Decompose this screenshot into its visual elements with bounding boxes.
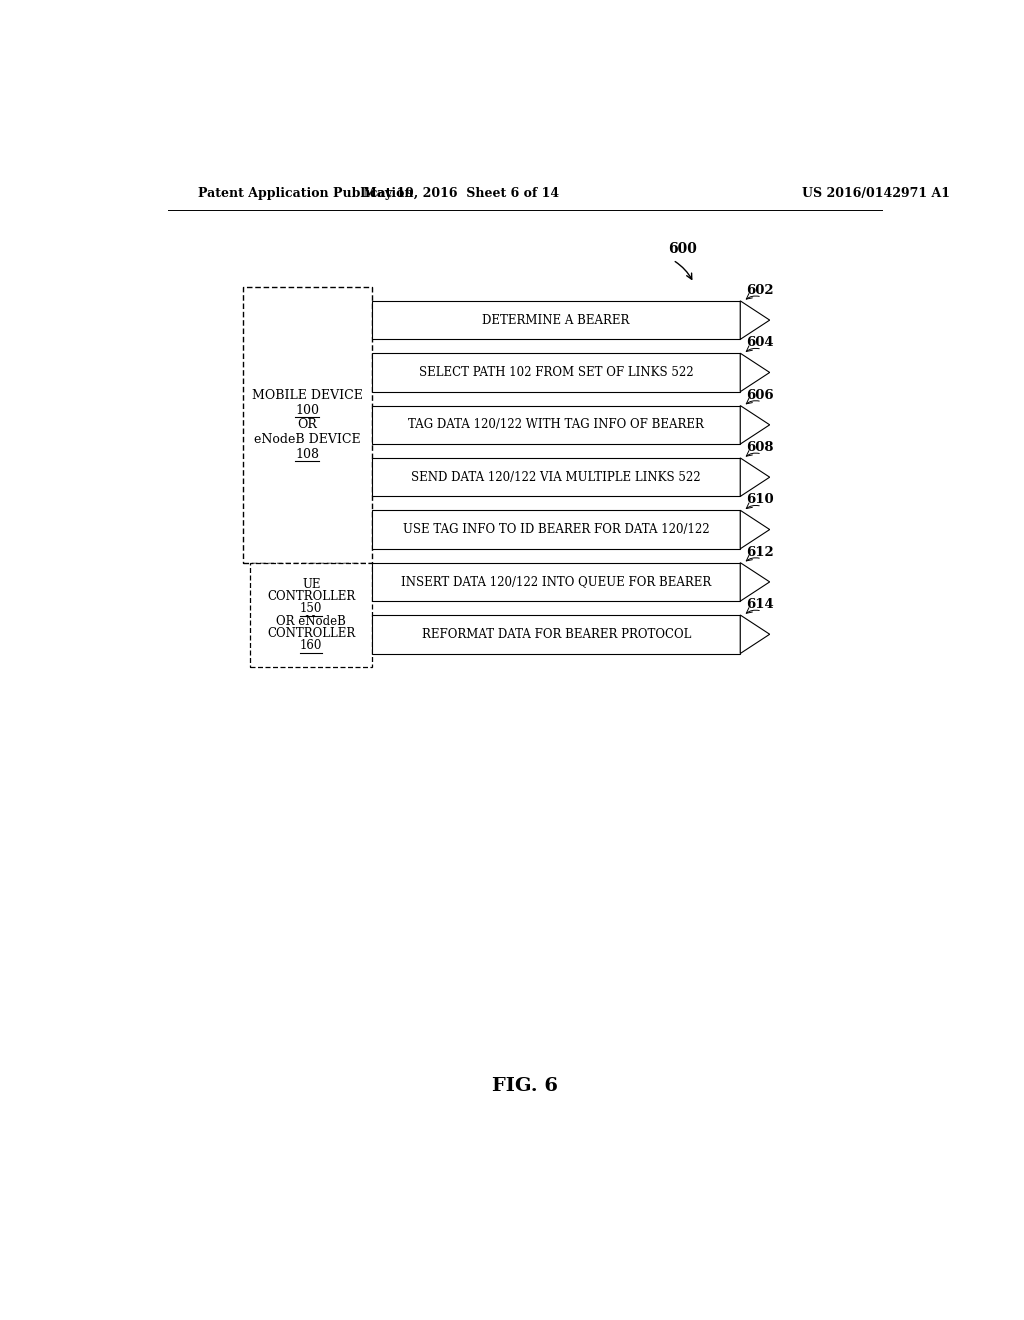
- Bar: [372, 354, 740, 392]
- Polygon shape: [740, 511, 770, 549]
- Text: SELECT PATH 102 FROM SET OF LINKS 522: SELECT PATH 102 FROM SET OF LINKS 522: [419, 366, 693, 379]
- Text: 612: 612: [746, 545, 774, 558]
- Text: FIG. 6: FIG. 6: [492, 1077, 558, 1096]
- Bar: [372, 511, 740, 549]
- Text: 600: 600: [669, 242, 697, 256]
- Text: OR: OR: [298, 418, 317, 432]
- Polygon shape: [740, 615, 770, 653]
- Text: 108: 108: [295, 447, 319, 461]
- Text: CONTROLLER: CONTROLLER: [267, 590, 355, 603]
- Text: SEND DATA 120/122 VIA MULTIPLE LINKS 522: SEND DATA 120/122 VIA MULTIPLE LINKS 522: [412, 471, 701, 483]
- Bar: [243, 286, 372, 562]
- Text: OR eNodeB: OR eNodeB: [276, 615, 346, 628]
- Text: Patent Application Publication: Patent Application Publication: [198, 186, 414, 199]
- Polygon shape: [740, 562, 770, 601]
- Bar: [372, 301, 740, 339]
- Text: INSERT DATA 120/122 INTO QUEUE FOR BEARER: INSERT DATA 120/122 INTO QUEUE FOR BEARE…: [401, 576, 712, 589]
- Bar: [372, 562, 740, 601]
- Text: MOBILE DEVICE: MOBILE DEVICE: [252, 389, 362, 403]
- Bar: [372, 458, 740, 496]
- Text: US 2016/0142971 A1: US 2016/0142971 A1: [802, 186, 950, 199]
- Text: 604: 604: [746, 337, 774, 350]
- Bar: [251, 562, 372, 668]
- Text: 606: 606: [746, 388, 774, 401]
- Text: 610: 610: [746, 494, 774, 507]
- Bar: [372, 615, 740, 653]
- Polygon shape: [740, 301, 770, 339]
- Text: 608: 608: [746, 441, 774, 454]
- Text: DETERMINE A BEARER: DETERMINE A BEARER: [482, 314, 630, 326]
- Text: 602: 602: [746, 284, 774, 297]
- Text: REFORMAT DATA FOR BEARER PROTOCOL: REFORMAT DATA FOR BEARER PROTOCOL: [422, 628, 691, 640]
- Text: CONTROLLER: CONTROLLER: [267, 627, 355, 640]
- Bar: [372, 405, 740, 444]
- Text: 614: 614: [746, 598, 774, 611]
- Text: TAG DATA 120/122 WITH TAG INFO OF BEARER: TAG DATA 120/122 WITH TAG INFO OF BEARER: [409, 418, 705, 432]
- Polygon shape: [740, 354, 770, 392]
- Text: UE: UE: [302, 578, 321, 591]
- Text: 100: 100: [295, 404, 319, 417]
- Text: 150: 150: [300, 602, 323, 615]
- Text: May 19, 2016  Sheet 6 of 14: May 19, 2016 Sheet 6 of 14: [364, 186, 559, 199]
- Polygon shape: [740, 405, 770, 444]
- Text: eNodeB DEVICE: eNodeB DEVICE: [254, 433, 360, 446]
- Text: USE TAG INFO TO ID BEARER FOR DATA 120/122: USE TAG INFO TO ID BEARER FOR DATA 120/1…: [402, 523, 710, 536]
- Polygon shape: [740, 458, 770, 496]
- Text: 160: 160: [300, 639, 323, 652]
